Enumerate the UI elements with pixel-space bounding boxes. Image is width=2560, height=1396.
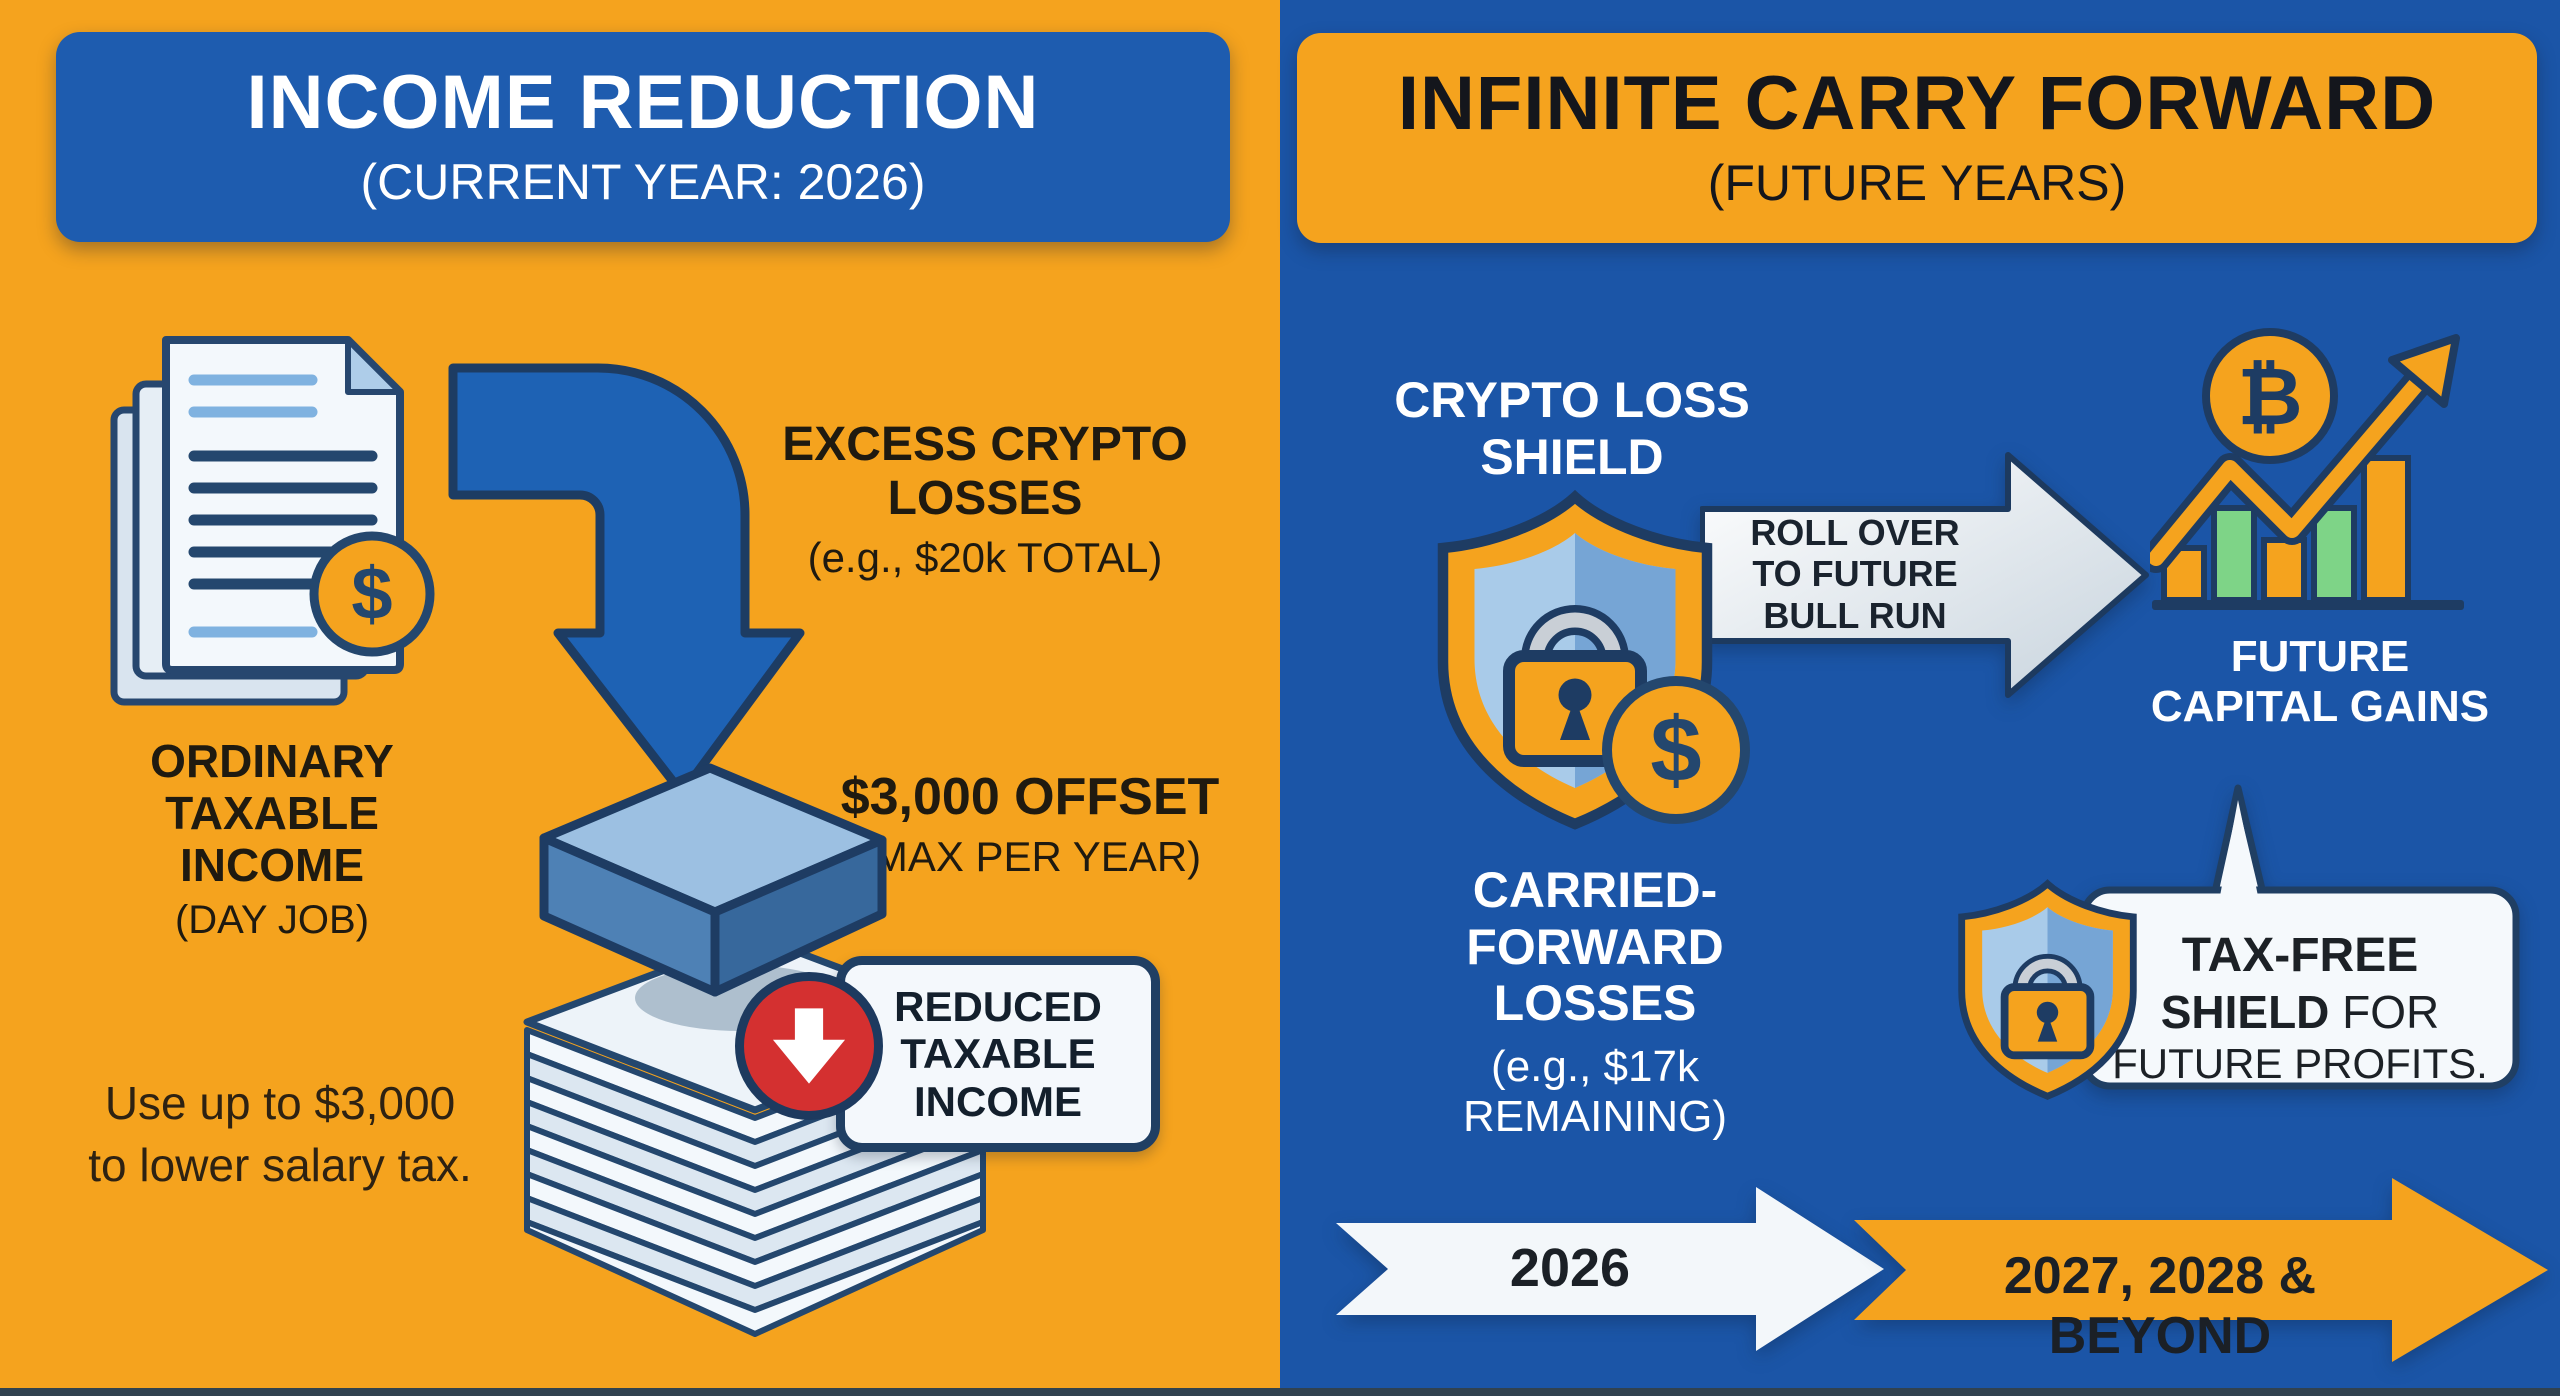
rollover-line1: ROLL OVER: [1750, 512, 1960, 553]
excess-losses-line2: LOSSES: [887, 472, 1083, 526]
curved-down-arrow-icon: [448, 363, 805, 798]
decrease-badge: [735, 972, 883, 1120]
excess-losses-example: (e.g., $20k TOTAL): [807, 534, 1163, 582]
right-header-banner: INFINITE CARRY FORWARD (FUTURE YEARS): [1297, 33, 2537, 243]
ordinary-income-sub: (DAY JOB): [174, 897, 370, 942]
reduced-line3: INCOME: [914, 1077, 1082, 1125]
bubble-line2-rest: FOR: [2329, 985, 2440, 1038]
carried-losses-label: CARRIED-FORWARD LOSSES (e.g., $17k REMAI…: [1360, 862, 1830, 1142]
offset-label: $3,000 OFFSET (MAX PER YEAR): [820, 768, 1240, 881]
shield-label-line2: SHIELD: [1480, 428, 1664, 485]
bottom-edge-strip: [0, 1388, 2560, 1396]
rollover-arrow-text: ROLL OVER TO FUTURE BULL RUN: [1700, 512, 2010, 636]
timeline-future-text: 2027, 2028 & BEYOND: [2003, 1247, 2317, 1365]
box-right-face: [710, 835, 887, 997]
right-header-subtitle: (FUTURE YEARS): [1707, 154, 2127, 211]
dollar-coin-icon: [309, 531, 435, 657]
panel-income-reduction: INCOME REDUCTION (CURRENT YEAR: 2026) $ …: [0, 0, 1280, 1396]
timeline-future-shape: [1854, 1178, 2548, 1362]
tax-free-shield-icon: [1958, 879, 2137, 1100]
bar-green-2: [2311, 505, 2357, 603]
bubble-line2-bold: SHIELD: [2160, 985, 2330, 1038]
trend-line: [2150, 372, 2428, 566]
shield-label-line1: CRYPTO LOSS: [1394, 372, 1750, 428]
lock-shackle: [1528, 612, 1622, 671]
small-lock-keyhole: [2036, 1001, 2059, 1024]
ordinary-income-line2: TAXABLE: [165, 786, 379, 839]
bar-green-1: [2211, 505, 2257, 603]
bubble-line2: SHIELD FOR: [2100, 985, 2500, 1039]
timeline-2026-arrow: [1336, 1187, 1884, 1351]
bitcoin-coin-icon: [2202, 328, 2338, 464]
down-arrow-icon: [772, 1008, 846, 1084]
coin-dollar-symbol: $: [1650, 698, 1702, 801]
rollover-line2: TO FUTURE: [1752, 553, 1958, 595]
usage-note-line1: Use up to $3,000: [104, 1077, 456, 1129]
reduced-income-callout: REDUCED TAXABLE INCOME: [836, 956, 1160, 1152]
small-lock-keyhole-slot: [2037, 1014, 2058, 1042]
offset-title: $3,000 OFFSET: [840, 768, 1220, 826]
down-arrow-shape: [772, 1008, 846, 1084]
bar-orange-3: [2361, 455, 2411, 603]
crypto-loss-shield-label: CRYPTO LOSS SHIELD: [1382, 372, 1762, 485]
future-gains-label: FUTURE CAPITAL GAINS: [2130, 632, 2510, 731]
trend-arrowhead: [2388, 334, 2460, 408]
bubble-line1: TAX-FREE: [2181, 929, 2419, 982]
future-gains-line1: FUTURE: [2230, 632, 2410, 681]
curved-arrow-shape: [448, 363, 805, 798]
document-text-lines: [188, 374, 378, 638]
lock-keyhole-slot: [1560, 698, 1590, 740]
ordinary-income-line1: ORDINARY: [150, 735, 394, 787]
ordinary-income-label: ORDINARY TAXABLE INCOME (DAY JOB): [52, 735, 492, 943]
reduced-line1: REDUCED: [894, 983, 1102, 1031]
left-header-banner: INCOME REDUCTION (CURRENT YEAR: 2026): [56, 32, 1230, 242]
rollover-line3: BULL RUN: [1763, 594, 1947, 636]
offset-block-icon: [539, 763, 887, 997]
bubble-pointer-fill: [2220, 800, 2258, 896]
future-gains-chart-icon: ₿: [2150, 328, 2464, 610]
future-gains-line2: CAPITAL GAINS: [2150, 681, 2490, 731]
timeline-2026-text: 2026: [1509, 1238, 1631, 1298]
ordinary-income-line3: INCOME: [180, 838, 364, 891]
document-folded-corner: [345, 337, 403, 395]
bitcoin-symbol: ₿: [2237, 350, 2302, 443]
chart-bars: [2161, 455, 2411, 603]
timeline-2026-shape: [1336, 1187, 1884, 1351]
timeline-future-arrow: [1854, 1178, 2548, 1362]
panel-infinite-carry-forward: INFINITE CARRY FORWARD (FUTURE YEARS) CR…: [1280, 0, 2560, 1396]
carried-losses-example: (e.g., $17k REMAINING): [1463, 1041, 1727, 1141]
offset-sub: (MAX PER YEAR): [858, 832, 1202, 880]
bar-orange-2: [2261, 537, 2307, 603]
reduced-line2: TAXABLE: [900, 1030, 1096, 1078]
small-lock-shackle: [2017, 958, 2078, 997]
carried-dollar-coin-icon: $: [1602, 676, 1750, 824]
left-header-subtitle: (CURRENT YEAR: 2026): [360, 153, 926, 210]
right-header-title: INFINITE CARRY FORWARD: [1397, 61, 2437, 147]
dollar-symbol: $: [351, 552, 392, 635]
excess-losses-label: EXCESS CRYPTO LOSSES (e.g., $20k TOTAL): [745, 418, 1225, 582]
left-header-title: INCOME REDUCTION: [246, 60, 1040, 146]
usage-note-line2: to lower salary tax.: [88, 1139, 472, 1192]
bubble-line3: FUTURE PROFITS.: [2112, 1039, 2488, 1087]
excess-losses-line1: EXCESS CRYPTO: [782, 418, 1188, 471]
rollover-arrow-icon: [1700, 452, 2149, 698]
lock-keyhole: [1558, 678, 1592, 712]
tax-documents-icon: $: [110, 336, 435, 706]
rollover-arrow-shape: [1700, 452, 2149, 698]
carried-losses-line1: CARRIED-FORWARD: [1466, 862, 1724, 975]
usage-note: Use up to $3,000 to lower salary tax.: [40, 1072, 520, 1196]
tax-free-bubble-text: TAX-FREE SHIELD FOR FUTURE PROFITS.: [2100, 928, 2500, 1088]
carried-losses-line2: LOSSES: [1493, 975, 1697, 1031]
